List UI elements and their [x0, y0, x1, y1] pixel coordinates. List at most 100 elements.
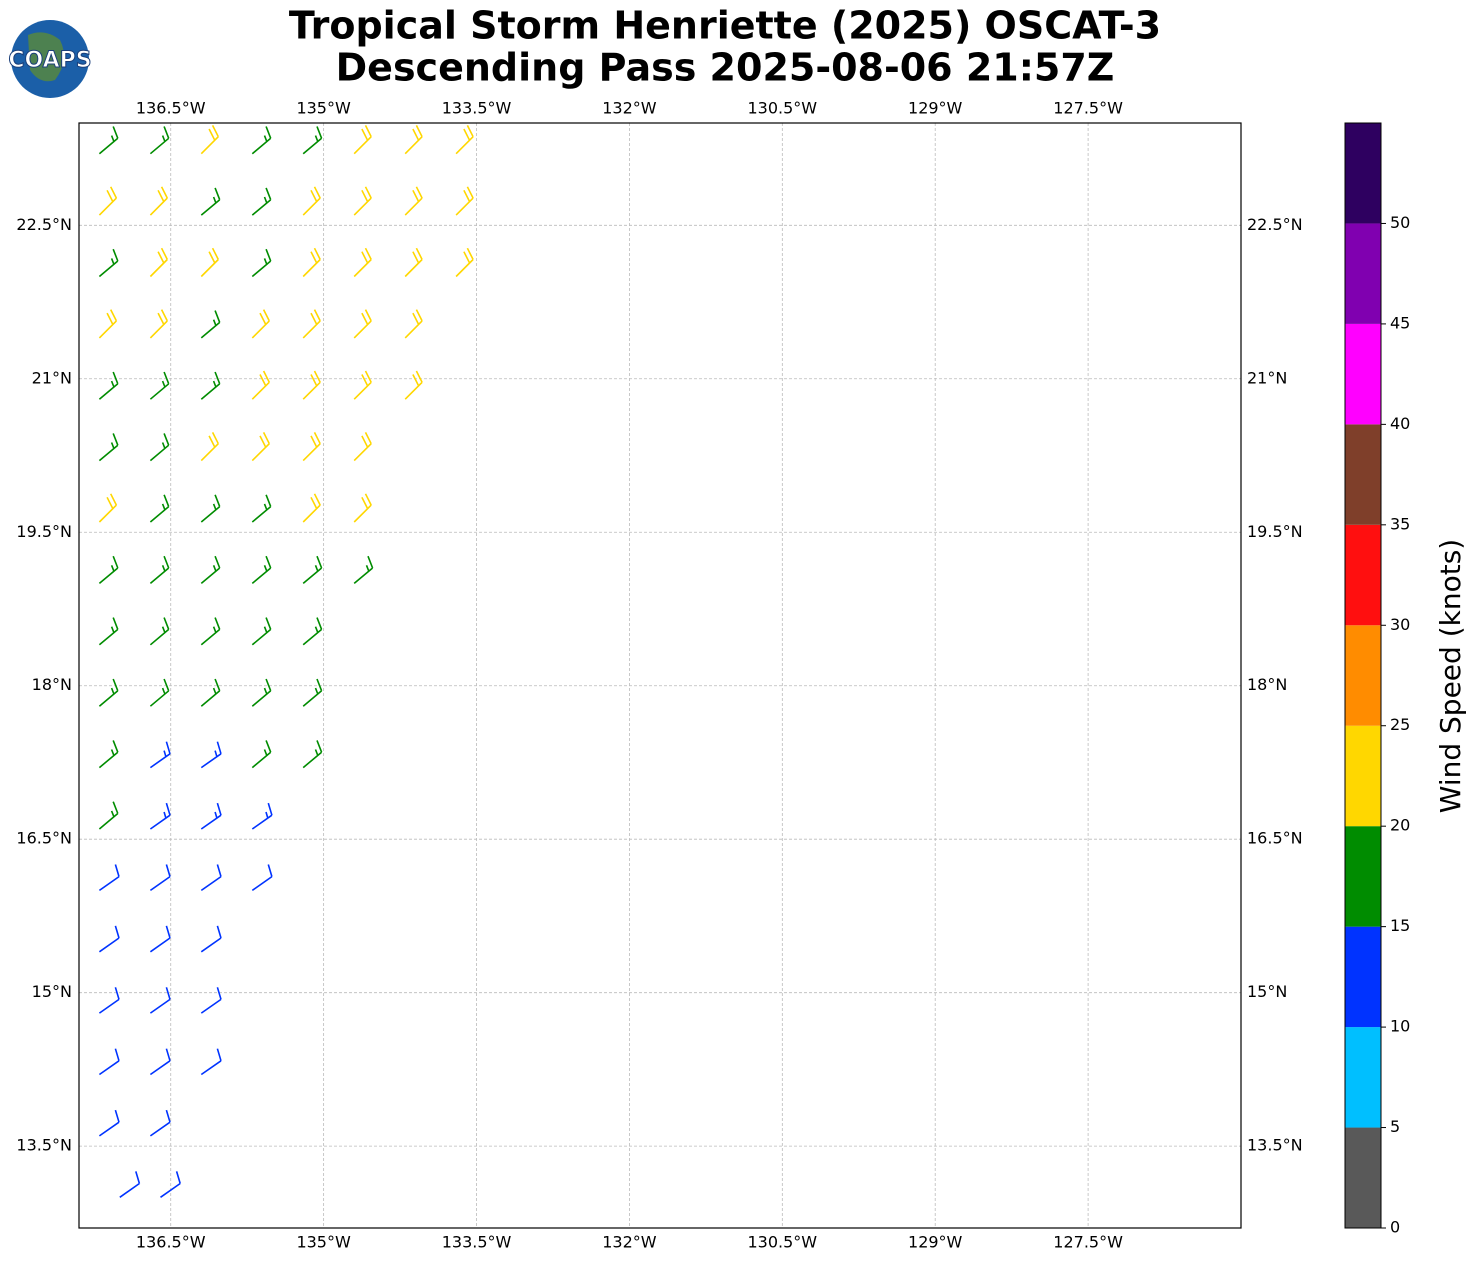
- wind-barb: [251, 678, 272, 707]
- x-tick-label: 129°W: [908, 1233, 963, 1252]
- wind-barb: [302, 126, 323, 155]
- wind-barb: [251, 494, 272, 523]
- wind-barb: [353, 247, 372, 278]
- colorbar-bin: [1345, 223, 1381, 324]
- wind-barb: [98, 801, 119, 830]
- wind-barb: [302, 370, 321, 400]
- wind-barb: [200, 864, 222, 892]
- y-tick-label: 13.5°N: [1247, 1136, 1303, 1155]
- wind-barb: [149, 371, 170, 400]
- wind-barb: [251, 126, 272, 155]
- wind-barb: [353, 309, 372, 339]
- wind-barb: [149, 126, 170, 155]
- y-tick-label: 19.5°N: [1247, 522, 1303, 541]
- wind-barb: [149, 186, 169, 216]
- wind-barb: [302, 678, 323, 707]
- colorbar-bin: [1345, 826, 1381, 927]
- colorbar-tick-label: 5: [1390, 1117, 1400, 1136]
- y-tick-label: 22.5°N: [16, 215, 72, 234]
- grid: [79, 123, 1241, 1228]
- wind-barb: [200, 494, 221, 523]
- wind-barb: [149, 925, 171, 953]
- wind-barb: [200, 802, 222, 830]
- wind-barb: [455, 247, 474, 278]
- wind-barb: [251, 864, 273, 892]
- wind-barb: [200, 617, 221, 646]
- colorbar-bin: [1345, 123, 1381, 224]
- wind-barb: [98, 126, 119, 155]
- wind-barb: [149, 247, 169, 278]
- y-tick-label: 19.5°N: [16, 522, 72, 541]
- wind-barb: [251, 802, 273, 830]
- wind-barb: [455, 125, 474, 155]
- wind-barb: [200, 1048, 222, 1076]
- x-tick-label: 132°W: [602, 99, 657, 118]
- colorbar-label: Wind Speed (knots): [1434, 539, 1467, 813]
- wind-barb: [98, 925, 120, 953]
- wind-barb: [302, 555, 323, 585]
- barbs: [98, 125, 474, 1198]
- wind-barb: [302, 493, 321, 523]
- y-tick-label: 18°N: [1247, 675, 1287, 694]
- wind-barb: [404, 309, 423, 339]
- x-tick-label: 133.5°W: [442, 1233, 512, 1252]
- x-tick-label: 130.5°W: [748, 99, 818, 118]
- wind-barb: [98, 371, 119, 400]
- wind-barb: [353, 370, 372, 400]
- colorbar-frame: [1344, 122, 1382, 1229]
- colorbar-tick-label: 25: [1390, 715, 1410, 734]
- y-tick-label: 16.5°N: [16, 829, 72, 848]
- wind-barb: [98, 309, 118, 339]
- wind-barb: [302, 309, 321, 339]
- colorbar-bin: [1345, 1027, 1381, 1128]
- wind-barb: [149, 987, 171, 1014]
- wind-barb: [98, 617, 119, 646]
- wind-barb: [98, 248, 119, 278]
- wind-barb: [251, 370, 271, 400]
- wind-barb: [251, 555, 272, 585]
- wind-barb: [119, 1171, 141, 1198]
- x-tick-label: 135°W: [296, 1233, 351, 1252]
- wind-barb: [98, 1109, 120, 1137]
- wind-barb: [149, 433, 170, 462]
- y-tick-label: 15°N: [1247, 982, 1287, 1001]
- colorbar: 0 5 10 15 20 25 30 35 40 45 50: [1344, 122, 1410, 1237]
- wind-barb: [404, 125, 423, 155]
- x-tick-label: 136.5°W: [136, 99, 206, 118]
- wind-barb: [149, 309, 169, 339]
- wind-barb: [251, 617, 272, 646]
- colorbar-bin: [1345, 926, 1381, 1028]
- wind-barb: [200, 925, 222, 953]
- colorbar-tick-label: 0: [1390, 1218, 1400, 1237]
- wind-barb: [302, 432, 321, 462]
- wind-barb: [149, 617, 170, 646]
- wind-barb: [353, 125, 372, 155]
- wind-barb: [200, 432, 220, 462]
- wind-barb: [200, 371, 221, 400]
- colorbar-bin: [1345, 524, 1381, 626]
- x-tick-label: 127.5°W: [1053, 99, 1123, 118]
- colorbar-tick-label: 40: [1390, 414, 1410, 433]
- x-tick-label: 130.5°W: [748, 1233, 818, 1252]
- wind-barb: [200, 678, 221, 707]
- logo-text: COAPS: [8, 48, 91, 73]
- wind-barb: [302, 247, 321, 278]
- colorbar-tick-label: 35: [1390, 514, 1410, 533]
- wind-barb: [200, 310, 221, 339]
- wind-barb: [98, 433, 119, 462]
- wind-barb: [98, 864, 120, 892]
- wind-barb: [149, 1109, 171, 1137]
- plot-frame: [78, 122, 1242, 1229]
- wind-barb: [251, 187, 272, 216]
- wind-barb: [302, 186, 321, 216]
- colorbar-bin: [1345, 625, 1381, 726]
- wind-barb: [404, 186, 423, 216]
- wind-barb: [98, 987, 120, 1014]
- y-tick-label: 21°N: [32, 368, 72, 387]
- x-tick-label: 127.5°W: [1053, 1233, 1123, 1252]
- y-tick-label: 15°N: [32, 982, 72, 1001]
- wind-barb: [251, 248, 272, 278]
- wind-barb: [98, 678, 119, 707]
- wind-barb: [455, 186, 474, 216]
- x-tick-label: 136.5°W: [136, 1233, 206, 1252]
